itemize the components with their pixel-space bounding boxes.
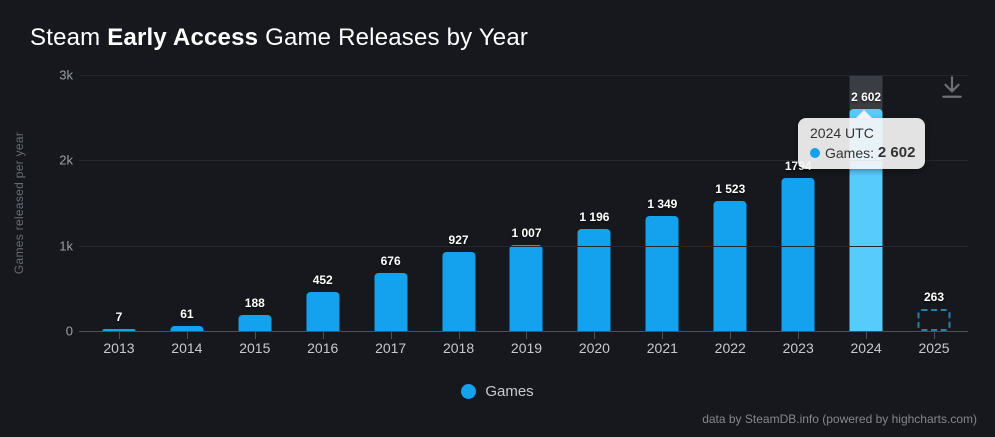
chart-title: Steam Early Access Game Releases by Year	[30, 24, 528, 52]
gridline-3k	[79, 75, 968, 76]
bar-2016[interactable]	[306, 292, 340, 331]
bar-cell-2016: 452	[289, 75, 357, 339]
value-label-2020: 1 196	[579, 209, 610, 224]
x-label-2014: 2014	[171, 340, 203, 356]
bar-2019[interactable]	[509, 245, 543, 331]
chart-title-highlight: Early Access	[107, 24, 259, 51]
bar-cell-2015: 188	[221, 75, 289, 339]
x-tick-2018	[458, 332, 460, 339]
tooltip-value: 2 602	[877, 144, 916, 161]
footer-credit: data by SteamDB.info (powered by highcha…	[702, 412, 977, 426]
bar-cell-2018: 927	[425, 75, 493, 339]
bar-2015[interactable]	[238, 314, 272, 331]
value-label-2016: 452	[312, 273, 333, 288]
value-label-2024: 2 602	[851, 89, 882, 104]
legend-label: Games	[485, 383, 534, 400]
x-label-2015: 2015	[239, 340, 271, 356]
x-label-2022: 2022	[714, 340, 746, 356]
x-tick-2023	[798, 332, 800, 339]
value-label-2014: 61	[180, 306, 194, 321]
x-tick-2014	[186, 332, 188, 339]
y-tick-label-3k: 3k	[59, 67, 73, 83]
x-label-2019: 2019	[510, 340, 543, 356]
y-axis-title: Games released per year	[12, 131, 26, 275]
legend-dot-icon	[461, 384, 477, 399]
x-label-2013: 2013	[103, 340, 135, 356]
download-icon[interactable]	[939, 74, 965, 100]
x-label-2017: 2017	[375, 340, 407, 356]
x-label-2025: 2025	[918, 340, 950, 356]
x-tick-2022	[730, 332, 732, 339]
value-label-2015: 188	[244, 295, 265, 310]
bar-cell-2019: 1 007	[493, 75, 561, 339]
y-tick-label-2k: 2k	[59, 152, 73, 168]
x-tick-2017	[390, 332, 392, 339]
bar-cell-2017: 676	[357, 75, 425, 339]
x-tick-2015	[254, 332, 256, 339]
x-label-2024: 2024	[850, 340, 882, 356]
x-axis-labels: 2013 2014 2015 2016 2017 2018 2019 2020 2021 2022…	[85, 340, 968, 356]
bar-cell-2013: 7	[85, 75, 153, 339]
value-label-2019: 1 007	[511, 226, 542, 241]
x-tick-2019	[526, 332, 528, 339]
tooltip-series-row: Games: 2 602	[810, 144, 916, 161]
bar-2017[interactable]	[374, 273, 408, 331]
bar-2022[interactable]	[713, 201, 747, 331]
bar-2020[interactable]	[577, 228, 611, 331]
bar-cell-2022: 1 523	[696, 75, 764, 339]
x-axis-line	[79, 331, 968, 332]
bar-series: 7 61 188 452 676 927 1 007 1 196 1 349 1 523 1794 2…	[85, 75, 968, 339]
value-label-2018: 927	[448, 232, 469, 247]
x-label-2023: 2023	[782, 340, 814, 356]
bar-2021[interactable]	[645, 215, 679, 331]
y-tick-label-1k: 1k	[59, 238, 73, 254]
bar-2025[interactable]	[917, 308, 951, 331]
x-label-2018: 2018	[442, 340, 475, 356]
legend-item-games[interactable]: Games	[0, 383, 995, 400]
bar-cell-2021: 1 349	[628, 75, 696, 339]
series-dot-icon	[810, 147, 820, 158]
x-tick-2013	[118, 332, 120, 339]
x-tick-2025	[934, 332, 936, 339]
value-label-2025: 263	[924, 289, 945, 304]
x-label-2020: 2020	[578, 340, 610, 356]
bar-2014[interactable]	[170, 325, 204, 331]
y-tick-label-0: 0	[65, 323, 73, 339]
plot-area: 7 61 188 452 676 927 1 007 1 196 1 349 1 523 1794 2…	[59, 68, 968, 339]
x-label-2021: 2021	[646, 340, 678, 356]
x-tick-2021	[662, 332, 664, 339]
value-label-2017: 676	[380, 254, 401, 269]
value-label-2013: 7	[115, 310, 123, 324]
gridline-2k	[79, 160, 968, 162]
tooltip-header: 2024 UTC	[810, 125, 874, 141]
bar-cell-2014: 61	[153, 75, 221, 339]
tooltip-arrow	[856, 110, 872, 118]
bar-2023[interactable]	[781, 177, 815, 331]
value-label-2022: 1 523	[715, 182, 746, 197]
x-label-2016: 2016	[307, 340, 339, 356]
chart-title-prefix: Steam	[30, 24, 108, 51]
tooltip-series-label: Games:	[825, 144, 878, 161]
x-tick-2024	[866, 332, 868, 339]
chart-title-suffix: Game Releases by Year	[258, 24, 529, 51]
bar-2018[interactable]	[442, 251, 476, 331]
bar-cell-2025: 263	[900, 75, 968, 339]
tooltip: 2024 UTC Games: 2 602	[798, 110, 925, 169]
gridline-1k	[79, 245, 968, 247]
x-tick-2020	[594, 332, 596, 339]
x-tick-2016	[322, 332, 324, 339]
value-label-2021: 1 349	[647, 196, 678, 211]
bar-cell-2023: 1794	[764, 75, 832, 339]
bar-2013[interactable]	[102, 329, 136, 331]
